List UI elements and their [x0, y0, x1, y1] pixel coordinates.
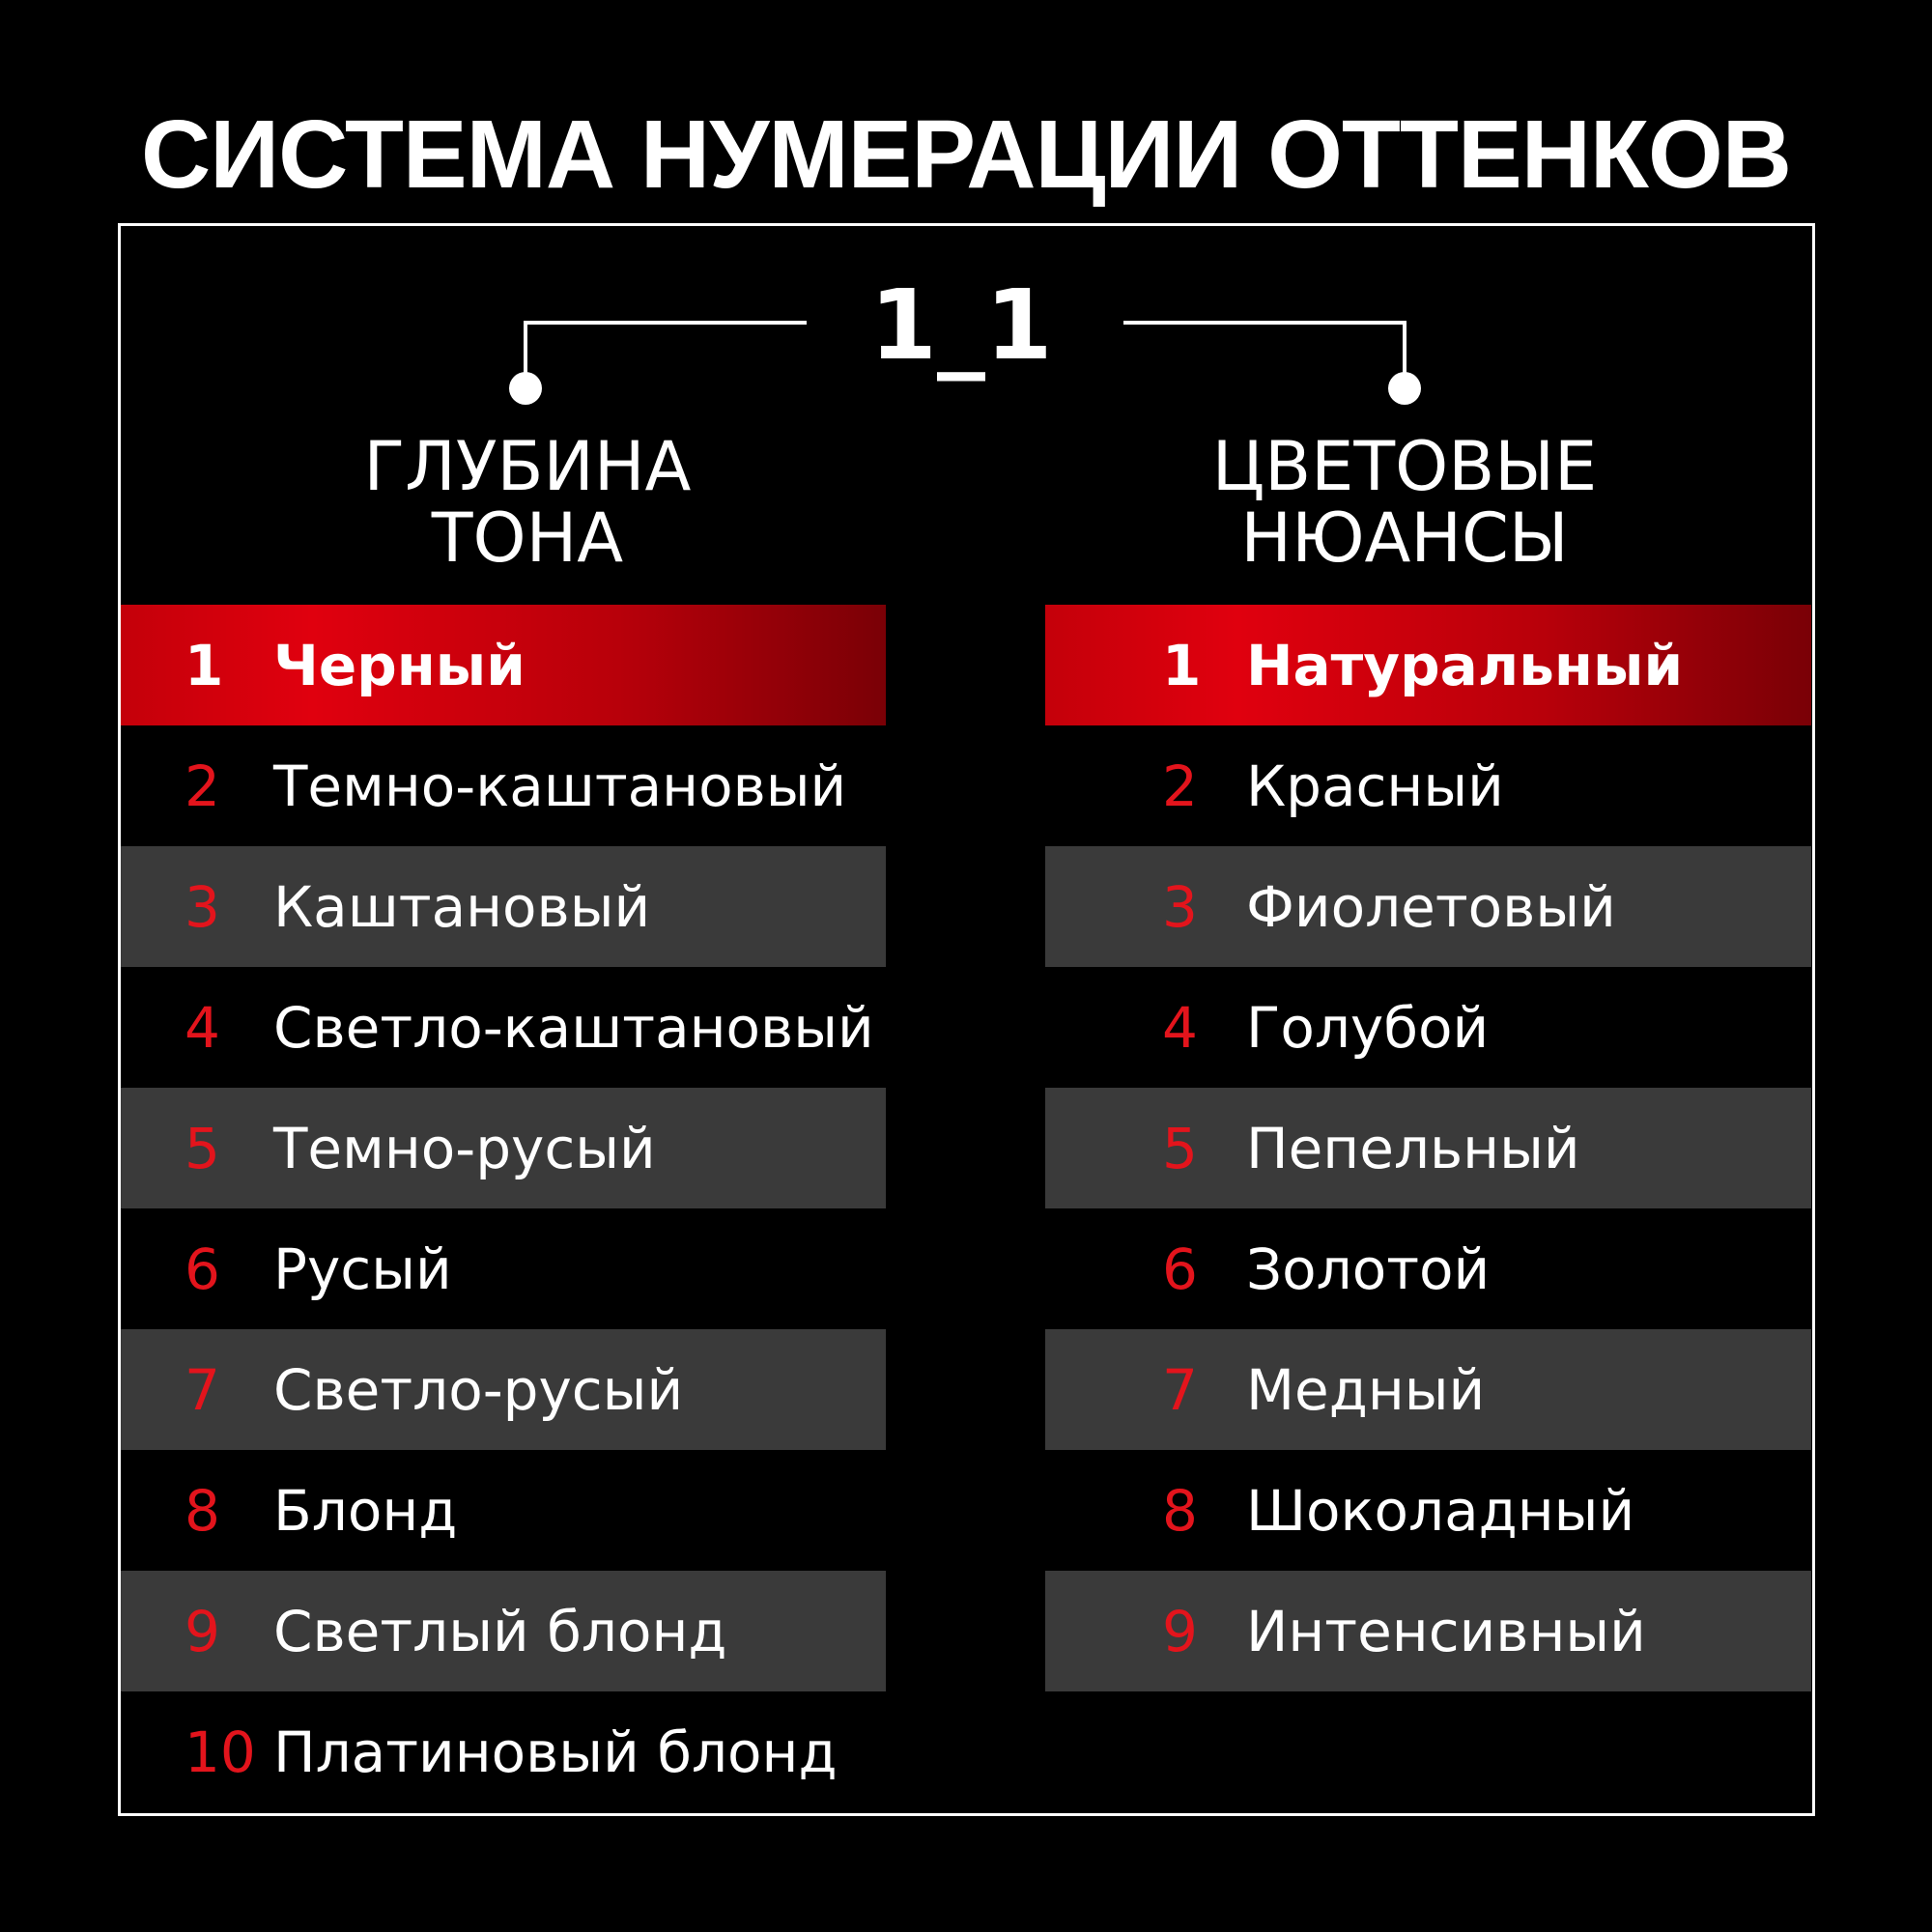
frame-border: [118, 223, 1815, 1816]
item-label: Платиновый блонд: [273, 1719, 838, 1785]
list-item: 3 Фиолетовый: [1045, 846, 1811, 967]
item-label: Золотой: [1246, 1236, 1491, 1302]
item-label: Фиолетовый: [1246, 873, 1616, 940]
item-label: Красный: [1246, 753, 1504, 819]
list-item: 3 Каштановый: [121, 846, 886, 967]
item-label: Голубой: [1246, 994, 1490, 1061]
bracket-right-horizontal: [1123, 321, 1406, 325]
tone-depth-list: 1 Черный 2 Темно-каштановый 3 Каштановый 4 Свет…: [121, 605, 886, 1812]
item-label: Блонд: [273, 1477, 458, 1544]
item-number: 9: [185, 1598, 220, 1664]
bracket-left-dot: [509, 372, 542, 405]
right-heading-line2: НЮАНСЫ: [1240, 498, 1569, 578]
item-number: 3: [1162, 873, 1198, 940]
item-number: 4: [185, 994, 220, 1061]
left-heading-line2: ТОНА: [431, 498, 624, 578]
list-item: 5 Пепельный: [1045, 1088, 1811, 1208]
list-item: 6 Золотой: [1045, 1208, 1811, 1329]
item-label: Светло-каштановый: [273, 994, 874, 1061]
list-item: 1 Натуральный: [1045, 605, 1811, 725]
bracket-right-dot: [1388, 372, 1421, 405]
list-item: 4 Светло-каштановый: [121, 967, 886, 1088]
item-label: Темно-каштановый: [273, 753, 847, 819]
bracket-left-vertical: [524, 321, 527, 388]
shade-code: 1_1: [869, 269, 1053, 382]
list-item: 4 Голубой: [1045, 967, 1811, 1088]
item-label: Медный: [1246, 1356, 1486, 1423]
list-item: 6 Русый: [121, 1208, 886, 1329]
list-item: 1 Черный: [121, 605, 886, 725]
item-label: Черный: [273, 632, 526, 698]
item-number: 6: [185, 1236, 220, 1302]
list-item: 5 Темно-русый: [121, 1088, 886, 1208]
left-heading: ГЛУБИНА ТОНА: [238, 431, 817, 574]
bracket-right-vertical: [1403, 321, 1406, 388]
list-item: 7 Светло-русый: [121, 1329, 886, 1450]
color-nuance-list: 1 Натуральный 2 Красный 3 Фиолетовый 4 Голубой 5…: [1045, 605, 1811, 1691]
item-number: 5: [1162, 1115, 1198, 1181]
item-number: 1: [185, 632, 224, 698]
page-title: СИСТЕМА НУМЕРАЦИИ ОТТЕНКОВ: [141, 100, 1792, 209]
item-number: 9: [1162, 1598, 1198, 1664]
item-label: Светлый блонд: [273, 1598, 727, 1664]
item-label: Пепельный: [1246, 1115, 1580, 1181]
item-label: Интенсивный: [1246, 1598, 1646, 1664]
item-number: 8: [185, 1477, 220, 1544]
item-label: Шоколадный: [1246, 1477, 1635, 1544]
item-number: 7: [1162, 1356, 1198, 1423]
item-number: 1: [1162, 632, 1202, 698]
item-number: 6: [1162, 1236, 1198, 1302]
item-number: 10: [185, 1719, 256, 1785]
right-heading: ЦВЕТОВЫЕ НЮАНСЫ: [1115, 431, 1694, 574]
item-label: Темно-русый: [273, 1115, 656, 1181]
bracket-left-horizontal: [524, 321, 807, 325]
item-label: Русый: [273, 1236, 452, 1302]
item-number: 2: [1162, 753, 1198, 819]
list-item: 2 Красный: [1045, 725, 1811, 846]
item-number: 8: [1162, 1477, 1198, 1544]
item-number: 2: [185, 753, 220, 819]
item-label: Светло-русый: [273, 1356, 684, 1423]
list-item: 2 Темно-каштановый: [121, 725, 886, 846]
list-item: 8 Шоколадный: [1045, 1450, 1811, 1571]
item-label: Каштановый: [273, 873, 651, 940]
list-item: 7 Медный: [1045, 1329, 1811, 1450]
item-number: 3: [185, 873, 220, 940]
list-item: 9 Интенсивный: [1045, 1571, 1811, 1691]
item-label: Натуральный: [1246, 632, 1684, 698]
item-number: 5: [185, 1115, 220, 1181]
item-number: 4: [1162, 994, 1198, 1061]
list-item: 8 Блонд: [121, 1450, 886, 1571]
left-heading-line1: ГЛУБИНА: [363, 427, 692, 506]
item-number: 7: [185, 1356, 220, 1423]
right-heading-line1: ЦВЕТОВЫЕ: [1211, 427, 1598, 506]
list-item: 10 Платиновый блонд: [121, 1691, 886, 1812]
list-item: 9 Светлый блонд: [121, 1571, 886, 1691]
